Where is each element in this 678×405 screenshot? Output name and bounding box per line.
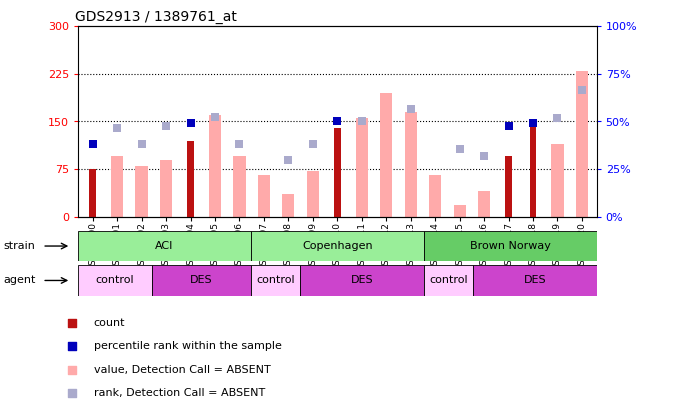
Text: control: control: [429, 275, 468, 286]
Point: [357, 118, 367, 125]
Bar: [478, 191, 490, 217]
Bar: [454, 205, 466, 217]
Bar: [405, 112, 417, 217]
Point: [67, 343, 78, 350]
Point: [454, 145, 465, 152]
Text: DES: DES: [190, 275, 213, 286]
Bar: [530, 122, 536, 217]
Bar: [424, 265, 473, 296]
Point: [67, 367, 78, 373]
Bar: [505, 156, 512, 217]
Bar: [251, 265, 300, 296]
Text: value, Detection Call = ABSENT: value, Detection Call = ABSENT: [94, 365, 271, 375]
Point: [185, 120, 196, 127]
Bar: [380, 93, 393, 217]
Text: ACI: ACI: [155, 241, 174, 251]
Bar: [356, 118, 368, 217]
Text: control: control: [96, 275, 134, 286]
Bar: [473, 265, 597, 296]
Bar: [258, 175, 270, 217]
Text: control: control: [256, 275, 295, 286]
Point: [210, 114, 220, 120]
Bar: [334, 128, 341, 217]
Bar: [89, 169, 96, 217]
Bar: [136, 166, 148, 217]
Bar: [78, 231, 251, 261]
Bar: [576, 71, 588, 217]
Bar: [282, 194, 294, 217]
Text: agent: agent: [3, 275, 36, 286]
Bar: [160, 160, 172, 217]
Point: [283, 156, 294, 163]
Point: [136, 141, 147, 147]
Text: count: count: [94, 318, 125, 328]
Point: [503, 123, 514, 129]
Text: rank, Detection Call = ABSENT: rank, Detection Call = ABSENT: [94, 388, 265, 398]
Bar: [111, 156, 123, 217]
Point: [307, 141, 318, 147]
Text: Copenhagen: Copenhagen: [302, 241, 373, 251]
Bar: [429, 175, 441, 217]
Bar: [251, 231, 424, 261]
Point: [112, 125, 123, 131]
Bar: [152, 265, 251, 296]
Point: [405, 106, 416, 112]
Point: [67, 390, 78, 396]
Point: [479, 153, 490, 160]
Point: [576, 87, 587, 93]
Point: [67, 320, 78, 326]
Bar: [300, 265, 424, 296]
Point: [161, 123, 172, 129]
Text: DES: DES: [351, 275, 374, 286]
Bar: [78, 265, 152, 296]
Text: GDS2913 / 1389761_at: GDS2913 / 1389761_at: [75, 10, 237, 24]
Bar: [424, 231, 597, 261]
Text: Brown Norway: Brown Norway: [470, 241, 551, 251]
Point: [234, 141, 245, 147]
Bar: [187, 141, 194, 217]
Bar: [551, 144, 563, 217]
Point: [332, 118, 342, 125]
Bar: [306, 171, 319, 217]
Point: [527, 119, 538, 126]
Point: [87, 141, 98, 147]
Text: strain: strain: [3, 241, 35, 251]
Bar: [209, 115, 221, 217]
Point: [552, 115, 563, 122]
Text: percentile rank within the sample: percentile rank within the sample: [94, 341, 281, 352]
Bar: [233, 156, 245, 217]
Text: DES: DES: [523, 275, 546, 286]
